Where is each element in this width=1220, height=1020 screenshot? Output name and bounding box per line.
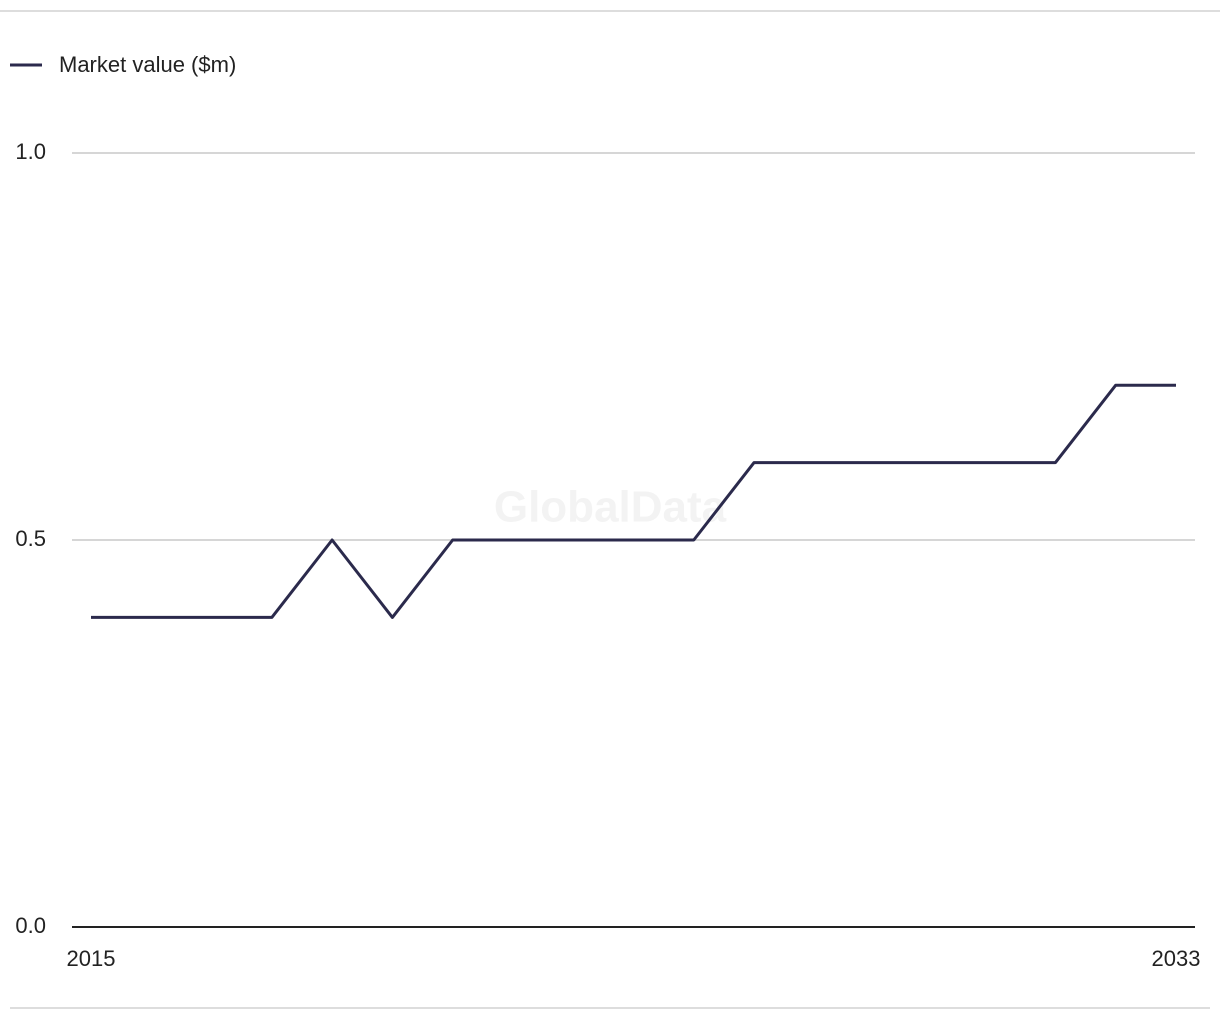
legend-label: Market value ($m) xyxy=(59,52,236,77)
y-tick-label: 0.5 xyxy=(15,526,46,551)
y-tick-label: 0.0 xyxy=(15,913,46,938)
watermark: GlobalData xyxy=(494,483,727,532)
data-line xyxy=(91,383,1176,619)
x-tick-label: 2033 xyxy=(1152,946,1201,971)
x-tick-label: 2015 xyxy=(67,946,116,971)
y-tick-label: 1.0 xyxy=(15,139,46,164)
